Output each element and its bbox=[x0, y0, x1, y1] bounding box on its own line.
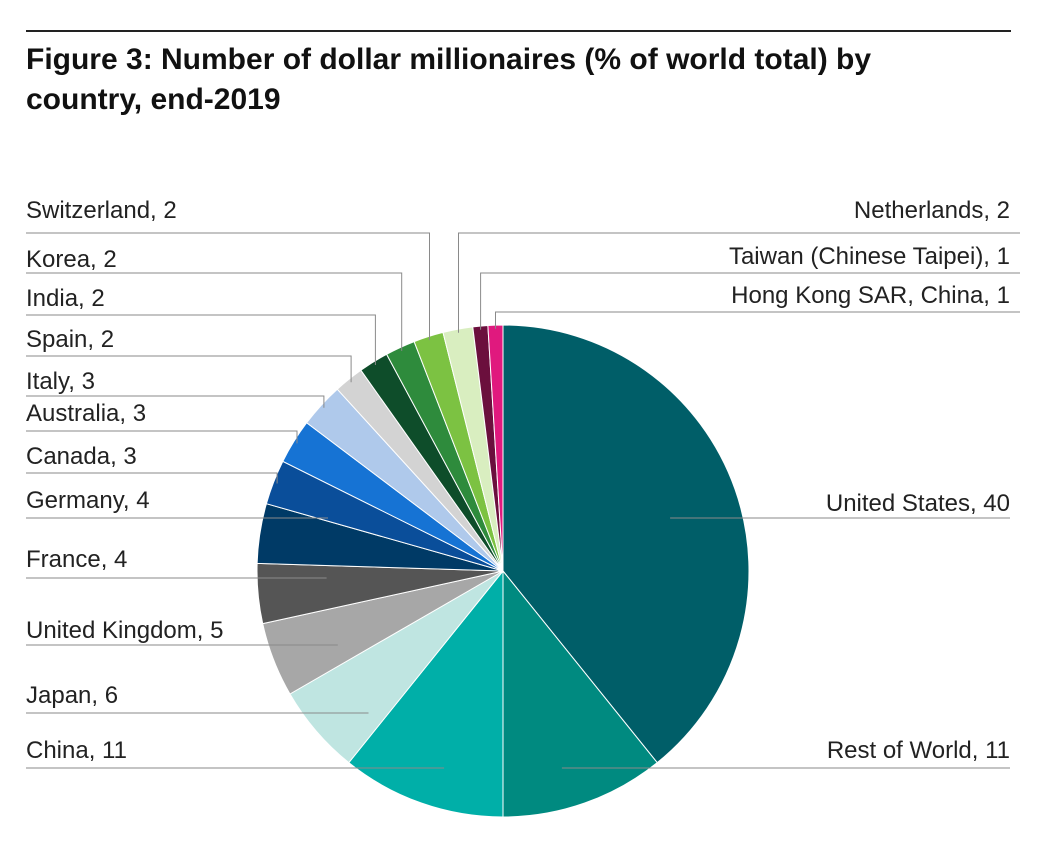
leader-line-switzerland bbox=[26, 232, 430, 341]
slice-label-korea: Korea, 2 bbox=[26, 246, 117, 273]
chart-title: Figure 3: Number of dollar millionaires … bbox=[26, 43, 872, 116]
slice-label-rest-of-world: Rest of World, 11 bbox=[827, 737, 1010, 764]
leader-line-india bbox=[26, 314, 376, 365]
slice-label-india: India, 2 bbox=[26, 285, 105, 312]
slice-label-hong-kong-sar-china: Hong Kong SAR, China, 1 bbox=[731, 282, 1010, 309]
leader-line-taiwan-chinese-taipei bbox=[480, 272, 1020, 330]
leader-lines bbox=[26, 232, 1020, 769]
pie-slice-china bbox=[348, 569, 504, 818]
slice-label-china: China, 11 bbox=[26, 737, 127, 764]
slice-label-spain: Spain, 2 bbox=[26, 326, 114, 353]
slice-label-canada: Canada, 3 bbox=[26, 443, 137, 470]
leader-line-italy bbox=[26, 395, 325, 408]
slice-label-netherlands: Netherlands, 2 bbox=[854, 197, 1010, 224]
slice-label-united-kingdom: United Kingdom, 5 bbox=[26, 617, 223, 644]
slice-label-switzerland: Switzerland, 2 bbox=[26, 197, 177, 224]
leader-line-korea bbox=[26, 272, 403, 351]
top-rule bbox=[26, 30, 1011, 32]
pie-slices bbox=[256, 324, 750, 818]
leader-line-australia bbox=[26, 430, 298, 444]
slice-label-germany: Germany, 4 bbox=[26, 487, 150, 514]
leader-line-spain bbox=[26, 355, 352, 383]
leader-line-hong-kong-sar-china bbox=[495, 311, 1020, 329]
slice-label-united-states: United States, 40 bbox=[826, 490, 1010, 517]
leader-line-canada bbox=[26, 472, 278, 484]
slice-label-australia: Australia, 3 bbox=[26, 400, 146, 427]
slice-label-japan: Japan, 6 bbox=[26, 682, 118, 709]
pie-slice-united-states bbox=[502, 324, 750, 764]
pie-slice-rest-of-world bbox=[502, 569, 658, 818]
slice-labels: United States, 40 Rest of World, 11 China,… bbox=[26, 197, 1010, 764]
leader-line-netherlands bbox=[458, 232, 1020, 333]
slice-label-taiwan-chinese-taipei: Taiwan (Chinese Taipei), 1 bbox=[729, 243, 1010, 270]
slice-label-italy: Italy, 3 bbox=[26, 368, 95, 395]
slice-label-france: France, 4 bbox=[26, 546, 127, 573]
